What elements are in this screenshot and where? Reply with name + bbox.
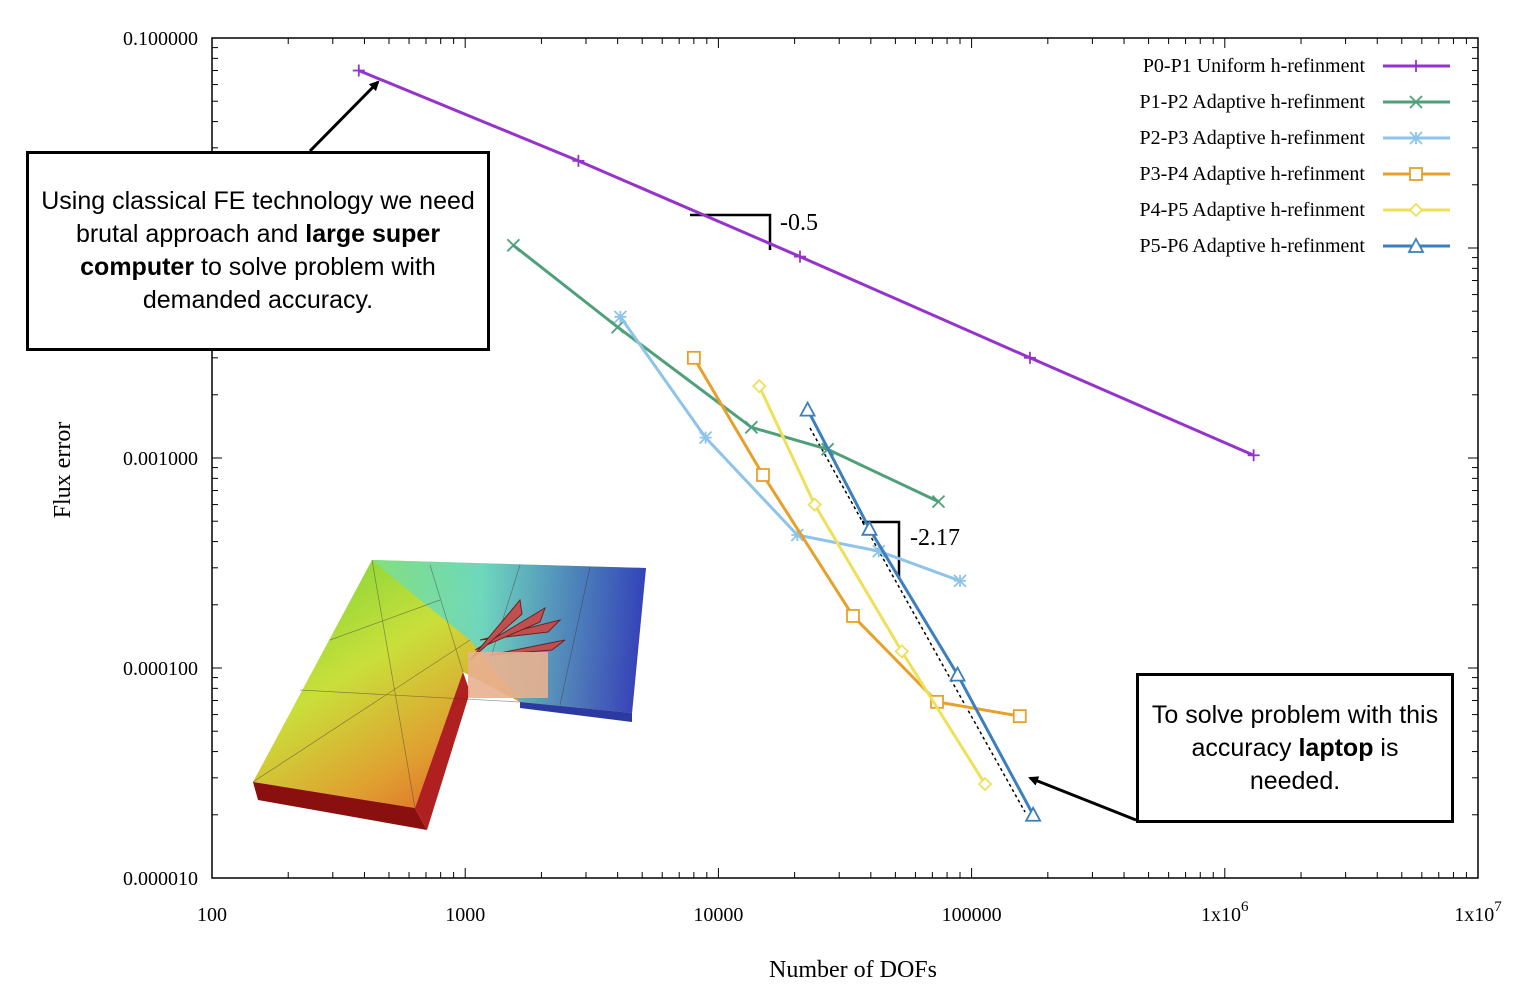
data-point <box>686 350 701 365</box>
series-line <box>692 357 1021 718</box>
x-tick-label: 1000 <box>445 904 485 926</box>
callout-supercomputer: Using classical FE technology we need br… <box>26 151 490 351</box>
callout-laptop-text: To solve problem with this accuracy lapt… <box>1147 699 1443 798</box>
data-point <box>977 776 993 792</box>
callout-right-part2: is needed. <box>1249 733 1399 795</box>
data-point <box>611 320 625 334</box>
reference-slope-line <box>809 427 1026 813</box>
data-point <box>1409 167 1423 181</box>
callout-supercomputer-text: Using classical FE technology we need br… <box>39 185 477 317</box>
callout-right-bold: laptop <box>1298 733 1374 762</box>
series-line <box>358 69 1255 457</box>
y-tick-label: 0.000010 <box>123 868 198 890</box>
legend-entry-label: P2-P3 Adaptive h-refinment <box>1139 127 1365 149</box>
data-point <box>1024 805 1042 822</box>
data-point <box>894 644 910 659</box>
fe-mesh-illustration <box>252 559 646 830</box>
series-line <box>512 244 940 503</box>
callout-right-part1: To solve problem with this accuracy <box>1151 700 1439 762</box>
x-tick-label: 1x106 <box>1201 899 1249 926</box>
data-point <box>799 400 817 417</box>
data-point <box>744 420 759 434</box>
y-axis-title: Flux error <box>50 422 76 519</box>
slope-label-lower: -2.17 <box>910 525 960 551</box>
legend-entry-label: P4-P5 Adaptive h-refinment <box>1139 199 1365 221</box>
data-point <box>949 665 967 682</box>
y-tick-label: 0.100000 <box>123 28 198 50</box>
data-point <box>931 494 946 509</box>
x-axis-title: Number of DOFs <box>769 957 937 983</box>
y-tick-labels: 0.100000 0.001000 0.000100 0.000010 <box>123 28 198 890</box>
slope-triangle-upper <box>690 213 772 250</box>
data-point <box>846 609 860 623</box>
data-point <box>793 250 806 263</box>
x-tick-labels: 100 1000 10000 100000 1x106 1x107 <box>197 899 1502 926</box>
callout-left-bold: large super computer <box>80 220 441 281</box>
data-point <box>572 154 585 167</box>
data-point <box>1012 709 1027 724</box>
data-point <box>1023 351 1036 364</box>
series-line <box>806 408 1035 816</box>
callout-laptop: To solve problem with this accuracy lapt… <box>1136 673 1454 823</box>
slope-label-upper: -0.5 <box>780 210 818 236</box>
y-tick-label: 0.001000 <box>123 448 198 470</box>
legend-entry-label: P5-P6 Adaptive h-refinment <box>1139 235 1365 257</box>
data-point <box>698 431 713 445</box>
x-tick-label: 100 <box>197 904 227 926</box>
data-point <box>756 468 770 482</box>
legend-entry-label: P0-P1 Uniform h-refinment <box>1143 55 1366 77</box>
data-point <box>1410 60 1422 72</box>
data-point <box>1407 237 1425 253</box>
legend-entry-label: P1-P2 Adaptive h-refinment <box>1139 91 1365 113</box>
slope-annotations: -0.5 -2.17 <box>690 210 1026 813</box>
x-tick-label: 10000 <box>693 904 743 926</box>
callout-arrow-right <box>1028 776 1137 822</box>
series-line <box>757 385 987 785</box>
x-tick-label: 100000 <box>942 904 1002 926</box>
legend-entry-label: P3-P4 Adaptive h-refinment <box>1139 163 1365 185</box>
data-point <box>1409 95 1423 109</box>
data-point <box>352 64 365 77</box>
data-point <box>506 238 521 252</box>
data-series <box>352 64 1260 822</box>
data-point <box>613 310 627 324</box>
y-tick-label: 0.000100 <box>123 658 198 680</box>
callout-arrow-left <box>308 80 380 153</box>
x-tick-label: 1x107 <box>1454 899 1502 926</box>
data-point <box>751 378 767 394</box>
data-point <box>953 574 967 588</box>
legend: P0-P1 Uniform h-refinment P1-P2 Adaptive … <box>1139 55 1450 257</box>
data-point <box>1409 131 1423 145</box>
callout-left-part2: to solve problem with demanded accuracy. <box>142 253 436 314</box>
callout-arrows <box>308 80 1137 822</box>
callout-left-part1: Using classical FE technology we need br… <box>41 187 475 248</box>
data-point <box>1408 202 1424 218</box>
data-point <box>860 519 878 536</box>
data-point <box>807 497 822 512</box>
data-point <box>1247 449 1260 462</box>
